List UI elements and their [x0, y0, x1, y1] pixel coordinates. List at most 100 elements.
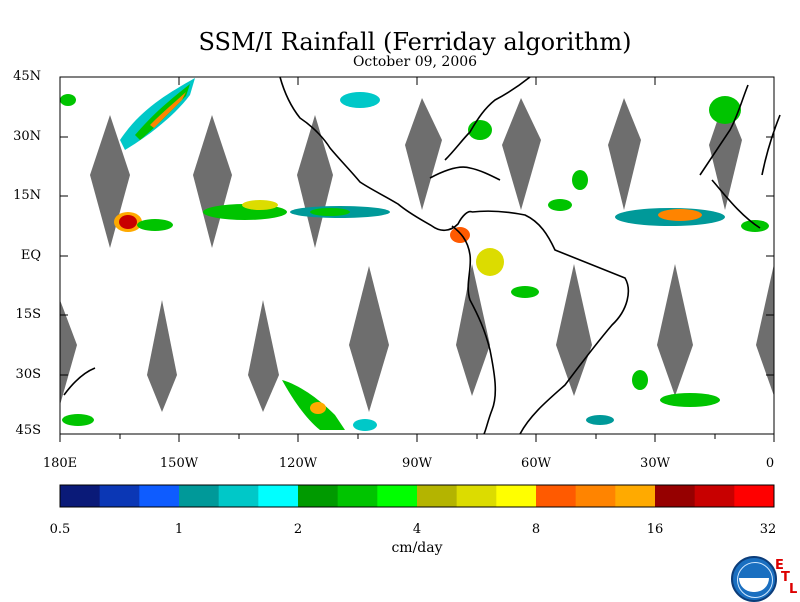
lon-ticks: [59, 77, 775, 442]
colorbar-tick-label: 2: [293, 522, 303, 537]
rain-patch: [242, 200, 278, 210]
etl-letter: T: [781, 570, 790, 585]
lat-label: 45N: [13, 69, 41, 84]
swath-gap: [756, 264, 774, 396]
swath-gap: [405, 98, 442, 210]
swath-gap: [297, 115, 333, 248]
rain-patch: [62, 414, 94, 426]
coastline: [279, 76, 473, 232]
coastline: [429, 166, 501, 181]
colorbar-segment: [337, 485, 378, 507]
colorbar-segment: [377, 485, 418, 507]
rain-patch: [709, 96, 741, 124]
lat-ticks: [60, 76, 774, 435]
lon-label: 180E: [42, 456, 78, 471]
swath-gap: [248, 300, 279, 412]
colorbar-segment: [99, 485, 140, 507]
lon-label: 0: [765, 456, 775, 471]
rain-patch: [353, 419, 377, 431]
logo-bird: [739, 578, 769, 592]
coastline: [444, 76, 531, 161]
colorbar-segment: [258, 485, 299, 507]
swath-gap: [193, 115, 232, 248]
swath-gap: [608, 98, 641, 210]
rain-patch: [135, 84, 190, 140]
noaa-logo: [731, 556, 777, 602]
colorbar-frame: [59, 484, 775, 508]
swath-gap: [147, 300, 177, 412]
colorbar-segment: [615, 485, 656, 507]
coastline: [711, 179, 761, 229]
coastline: [699, 84, 749, 176]
swath-gap: [657, 264, 693, 396]
swath-gap: [60, 300, 77, 405]
swath-gap: [709, 98, 742, 210]
colorbar-segment: [536, 485, 577, 507]
rain-patch: [548, 199, 572, 211]
coastline: [761, 114, 781, 176]
colorbar-tick-label: 8: [531, 522, 541, 537]
rain-patch: [476, 248, 504, 276]
colorbar-segment: [734, 485, 775, 507]
colorbar-tick-label: 1: [174, 522, 184, 537]
map-title: SSM/I Rainfall (Ferriday algorithm): [198, 28, 632, 56]
colorbar-segment: [298, 485, 339, 507]
colorbar-tick-label: 32: [759, 522, 777, 537]
swath-gap: [456, 264, 490, 396]
colorbar-segment: [179, 485, 220, 507]
lon-label: 60W: [521, 456, 551, 471]
etl-letter: E: [775, 558, 784, 573]
swath-gap: [556, 264, 592, 396]
rainfall-patches: [60, 78, 769, 431]
lon-label: 150W: [159, 456, 199, 471]
rain-patch: [632, 370, 648, 390]
colorbar-segment: [655, 485, 696, 507]
lat-label: 30N: [13, 129, 41, 144]
map-date: October 09, 2006: [352, 54, 478, 70]
colorbar: [60, 485, 775, 507]
lon-label: 120W: [278, 456, 318, 471]
rain-patch: [137, 219, 173, 231]
rain-patch: [741, 220, 769, 232]
colorbar-segment: [496, 485, 537, 507]
colorbar-segment: [60, 485, 101, 507]
swath-gap: [349, 266, 389, 412]
logo-ring: [737, 562, 773, 598]
no-data-swaths: [60, 98, 774, 412]
lat-label: 15N: [13, 188, 41, 203]
colorbar-tick-label: 16: [646, 522, 664, 537]
etl-letter: L: [789, 582, 798, 597]
swath-gap: [90, 115, 130, 248]
colorbar-segment: [694, 485, 735, 507]
rain-patch: [511, 286, 539, 298]
rain-patch: [119, 215, 137, 229]
rain-patch: [340, 92, 380, 108]
colorbar-tick-label: 4: [412, 522, 422, 537]
lat-label: EQ: [20, 248, 41, 263]
colorbar-unit: cm/day: [391, 540, 443, 556]
colorbar-segment: [575, 485, 616, 507]
coastline: [451, 225, 497, 435]
rain-patch: [60, 94, 76, 106]
rain-patch: [586, 415, 614, 425]
rain-patch: [660, 393, 720, 407]
colorbar-segment: [456, 485, 497, 507]
rain-patch: [572, 170, 588, 190]
rain-patch: [450, 227, 470, 243]
lat-label: 15S: [15, 307, 41, 322]
coastline: [63, 367, 96, 396]
lon-label: 30W: [640, 456, 670, 471]
lat-label: 45S: [15, 423, 41, 438]
colorbar-segment: [218, 485, 259, 507]
rain-patch: [310, 208, 350, 216]
coastline: [471, 210, 629, 435]
swath-gap: [502, 98, 541, 210]
lon-label: 90W: [402, 456, 432, 471]
colorbar-segment: [139, 485, 180, 507]
coastlines: [63, 76, 781, 435]
colorbar-tick-label: 0.5: [49, 522, 71, 537]
rain-patch: [658, 209, 702, 221]
rain-patch: [310, 402, 326, 414]
lat-label: 30S: [15, 367, 41, 382]
